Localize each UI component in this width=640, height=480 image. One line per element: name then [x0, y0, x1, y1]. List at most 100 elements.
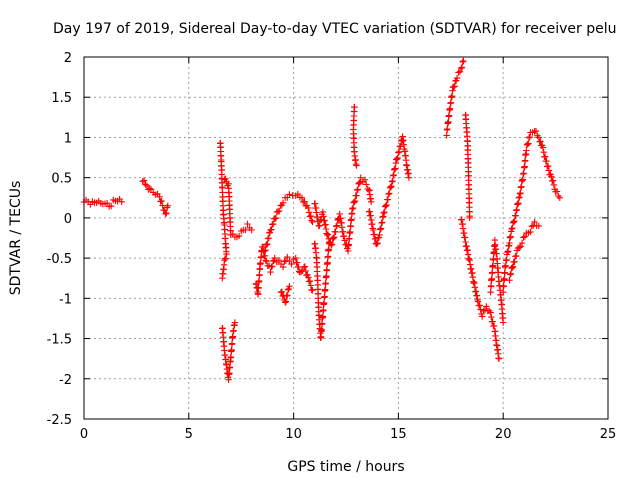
data-point	[325, 231, 331, 237]
data-point	[140, 178, 146, 184]
data-point	[490, 318, 496, 324]
data-point	[523, 147, 529, 153]
data-point	[256, 278, 262, 284]
data-point	[466, 256, 472, 262]
axis-ticks	[84, 57, 608, 419]
y-axis-label: SDTVAR / TECUs	[8, 181, 24, 296]
data-point	[229, 347, 235, 353]
y-tick-labels: -2.5-2-1.5-1-0.500.511.52	[47, 51, 72, 428]
data-point	[521, 170, 527, 176]
data-point	[509, 264, 515, 270]
data-point	[406, 175, 412, 181]
data-point	[219, 275, 225, 281]
data-point	[526, 135, 532, 141]
data-point	[506, 277, 512, 283]
data-point	[518, 243, 524, 249]
data-point	[381, 210, 387, 216]
x-tick-label: 25	[600, 427, 617, 442]
data-point	[489, 269, 495, 275]
data-point	[222, 176, 228, 182]
data-point	[385, 191, 391, 197]
data-point	[330, 235, 336, 241]
data-point	[389, 178, 395, 184]
data-point	[294, 259, 300, 265]
data-point	[500, 319, 506, 325]
data-point	[355, 186, 361, 192]
x-tick-labels: 0 5 10 15 20 25	[80, 427, 616, 442]
data-point	[392, 166, 398, 172]
y-tick-label: 1	[64, 131, 72, 146]
data-point	[522, 234, 528, 240]
data-point	[385, 197, 391, 203]
data-point	[383, 203, 389, 209]
y-tick-label: -1.5	[47, 333, 72, 348]
data-point	[264, 241, 270, 247]
data-point	[508, 265, 514, 271]
data-point	[284, 292, 290, 298]
data-point	[144, 183, 150, 189]
data-point	[519, 240, 525, 246]
y-tick-label: -2.5	[47, 413, 72, 428]
grid-lines	[84, 57, 608, 419]
data-point	[332, 229, 338, 235]
data-point	[517, 190, 523, 196]
data-point	[395, 149, 401, 155]
data-point	[394, 156, 400, 162]
data-point	[378, 220, 384, 226]
x-axis-label: GPS time / hours	[287, 459, 404, 475]
data-point	[470, 279, 476, 285]
data-point	[324, 260, 330, 266]
data-point	[269, 263, 275, 269]
data-point	[511, 219, 517, 225]
x-tick-label: 15	[390, 427, 407, 442]
data-point	[482, 307, 488, 313]
data-point	[513, 253, 519, 259]
data-point	[321, 293, 327, 299]
data-point	[388, 184, 394, 190]
data-point	[229, 340, 235, 346]
data-point	[341, 233, 347, 239]
data-point	[356, 180, 362, 186]
data-point	[489, 276, 495, 282]
data-point	[458, 65, 464, 71]
data-point	[518, 184, 524, 190]
data-point	[460, 59, 466, 65]
data-point	[323, 280, 329, 286]
data-point	[351, 199, 357, 205]
data-point	[307, 278, 313, 284]
data-point	[509, 225, 515, 231]
data-point	[527, 134, 533, 140]
x-tick-label: 5	[185, 427, 193, 442]
data-point	[514, 201, 520, 207]
data-point	[491, 243, 497, 249]
data-point	[444, 126, 450, 132]
sdtvar-chart: Day 197 of 2019, Sidereal Day-to-day VTE…	[0, 0, 640, 480]
data-point	[270, 221, 276, 227]
data-point	[488, 283, 494, 289]
chart-title: Day 197 of 2019, Sidereal Day-to-day VTE…	[53, 21, 616, 37]
data-point	[333, 223, 339, 229]
data-point	[510, 220, 516, 226]
data-points	[81, 58, 563, 383]
y-tick-label: 2	[64, 51, 72, 66]
data-point	[363, 181, 369, 187]
data-point	[386, 190, 392, 196]
x-tick-label: 0	[80, 427, 88, 442]
data-point	[387, 185, 393, 191]
data-point	[501, 283, 507, 289]
y-tick-label: 0.5	[51, 172, 72, 187]
data-point	[382, 203, 388, 209]
data-point	[511, 259, 517, 265]
y-tick-label: -1	[59, 292, 72, 307]
data-point	[483, 303, 489, 309]
data-point	[396, 149, 402, 155]
data-point	[141, 177, 147, 183]
data-point	[516, 194, 522, 200]
data-point	[388, 183, 394, 189]
x-tick-label: 10	[285, 427, 302, 442]
data-point	[320, 313, 326, 319]
data-point	[331, 234, 337, 240]
data-point	[533, 128, 539, 134]
data-point	[468, 266, 474, 272]
data-point	[266, 235, 272, 241]
